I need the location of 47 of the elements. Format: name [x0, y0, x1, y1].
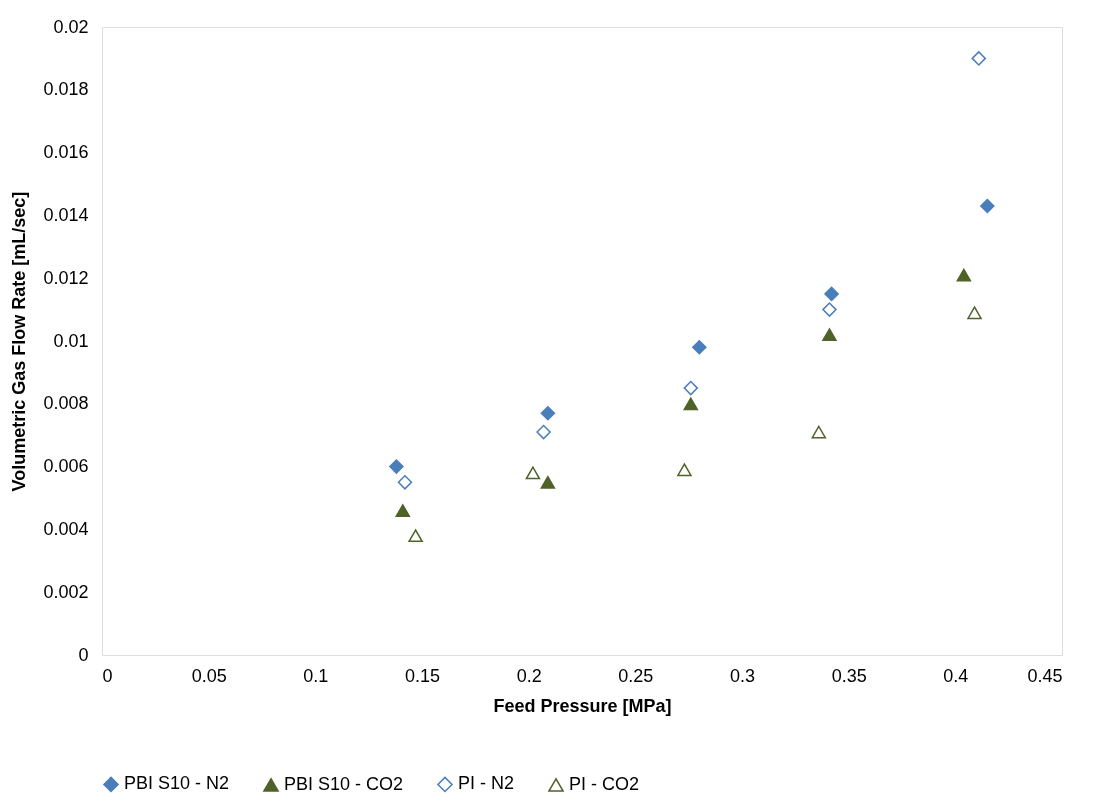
point: [683, 380, 699, 396]
point: [389, 459, 404, 474]
x-tick-label: 0.1: [303, 665, 329, 686]
point: [540, 475, 556, 489]
x-tick-label: 0.3: [729, 665, 756, 686]
point: [540, 405, 556, 421]
point: [824, 286, 839, 302]
point: [822, 328, 837, 342]
point: [822, 302, 837, 317]
x-tick-label: 0.15: [404, 665, 441, 686]
y-tick-label: 0.014: [43, 204, 89, 225]
legend-label: PBI S10 - N2: [124, 773, 230, 794]
y-tick-label: 0.006: [43, 456, 89, 477]
y-tick-label: 0.004: [43, 518, 89, 539]
y-tick-label: 0: [78, 644, 89, 665]
x-tick-label: 0.05: [191, 665, 227, 686]
x-tick-label: 0.25: [618, 665, 654, 686]
y-tick-label: 0.018: [43, 79, 89, 100]
legend-label: PI - N2: [458, 773, 515, 794]
x-tick-label: 0: [102, 665, 113, 686]
x-tick-label: 0.45: [1027, 665, 1063, 686]
point: [683, 397, 699, 411]
point: [536, 424, 551, 440]
y-axis-title: Volumetric Gas Flow Rate [mL/sec]: [9, 191, 30, 492]
y-tick-label: 0.016: [43, 142, 89, 163]
x-tick-label: 0.2: [516, 665, 542, 686]
point: [971, 51, 987, 66]
x-axis-title: Feed Pressure [MPa]: [493, 695, 672, 716]
y-tick-label: 0.008: [43, 393, 89, 414]
point: [677, 463, 692, 477]
y-tick-label: 0.01: [53, 330, 89, 351]
point: [980, 198, 995, 214]
point: [395, 504, 411, 517]
y-tick-label: 0.002: [43, 581, 89, 602]
y-tick-label: 0.012: [43, 267, 89, 288]
legend-label: PBI S10 - CO2: [284, 773, 404, 794]
point: [408, 529, 423, 543]
legend-label: PI - CO2: [569, 773, 640, 794]
x-tick-label: 0.35: [831, 665, 867, 686]
y-tick-label: 0.02: [53, 16, 89, 37]
point: [397, 475, 413, 490]
point: [525, 466, 541, 480]
point: [956, 268, 972, 282]
point: [967, 306, 982, 320]
x-tick-label: 0.4: [943, 665, 969, 686]
point: [692, 340, 707, 355]
point: [811, 425, 827, 439]
